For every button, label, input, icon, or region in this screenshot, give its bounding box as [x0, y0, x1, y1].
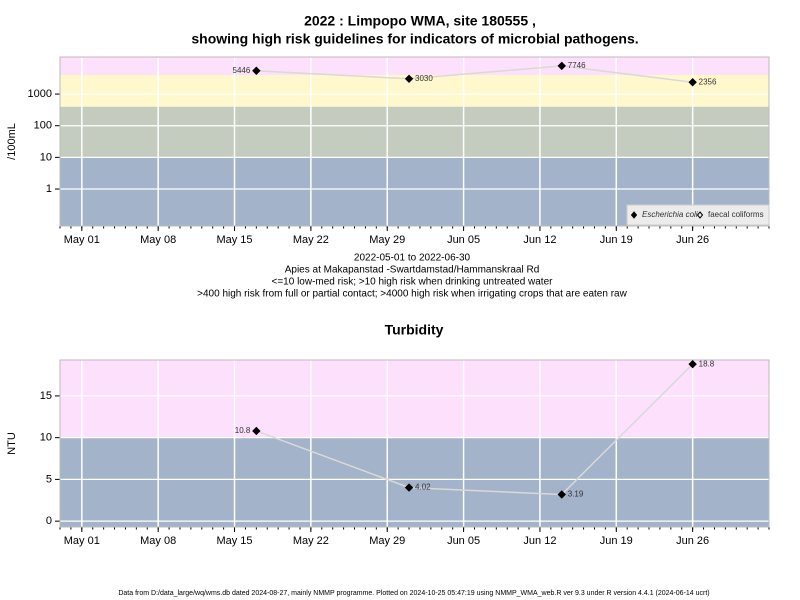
data-point — [252, 426, 261, 436]
x-tick-label: Jun 19 — [600, 535, 633, 547]
title: 2022 : Limpopo WMA, site 180555 , — [304, 13, 536, 29]
data-point — [252, 66, 261, 75]
risk-band — [60, 360, 769, 438]
legend-marker — [696, 211, 704, 219]
data-label: 4.02 — [415, 483, 431, 492]
y-tick-label: 1 — [46, 183, 52, 195]
x-tick-label: May 08 — [140, 535, 176, 547]
risk-band — [60, 106, 769, 158]
note: 2022-05-01 to 2022-06-30 — [354, 253, 471, 264]
data-label: 2356 — [699, 77, 717, 86]
y-tick-label: 0 — [46, 515, 52, 527]
y-tick-label: 10 — [40, 432, 52, 444]
y-axis-label: /100mL — [6, 123, 18, 160]
data-label: 5446 — [233, 66, 251, 75]
x-tick-label: May 29 — [369, 234, 405, 246]
x-tick-label: May 15 — [216, 535, 252, 547]
y-tick-label: 1000 — [28, 88, 52, 100]
title: showing high risk guidelines for indicat… — [191, 31, 638, 47]
data-label: 10.8 — [235, 426, 251, 435]
data-point — [688, 78, 697, 87]
y-tick-label: 10 — [40, 151, 52, 163]
x-tick-label: Jun 12 — [523, 234, 556, 246]
x-tick-label: Jun 05 — [447, 234, 480, 246]
x-tick-label: Jun 19 — [600, 234, 633, 246]
x-tick-label: Jun 12 — [523, 535, 556, 547]
legend-label: faecal coliforms — [708, 210, 764, 219]
risk-band — [60, 57, 769, 75]
x-tick-label: May 08 — [140, 234, 176, 246]
note: >400 high risk from full or partial cont… — [197, 289, 627, 300]
x-tick-label: May 15 — [216, 234, 252, 246]
y-axis-label: NTU — [6, 432, 18, 455]
x-tick-label: May 01 — [64, 234, 100, 246]
data-label: 3030 — [415, 74, 433, 83]
x-tick-label: May 22 — [293, 535, 329, 547]
chart-title: Turbidity — [385, 322, 444, 338]
data-label: 18.8 — [699, 359, 715, 368]
legend: Escherichia coli faecal coliforms — [626, 204, 770, 226]
x-tick-label: Jun 26 — [676, 535, 709, 547]
legend-label: Escherichia coli — [642, 210, 698, 219]
note: <=10 low-med risk; >10 high risk when dr… — [272, 277, 554, 288]
y-tick-label: 5 — [46, 473, 52, 485]
data-point — [404, 74, 414, 84]
data-label: 3.19 — [568, 490, 584, 499]
y-tick-label: 100 — [34, 120, 52, 132]
series-line — [256, 65, 693, 84]
x-tick-label: May 29 — [369, 535, 405, 547]
x-tick-label: May 01 — [64, 535, 100, 547]
legend-marker — [630, 211, 638, 219]
data-point — [557, 490, 566, 499]
plot-frame — [59, 56, 770, 227]
data-label: 7746 — [568, 61, 586, 70]
x-tick-label: Jun 26 — [676, 234, 709, 246]
risk-band — [60, 74, 769, 107]
plot-frame — [59, 359, 770, 528]
data-point — [688, 359, 697, 369]
data-point — [557, 61, 566, 71]
y-tick-label: 15 — [40, 390, 52, 402]
x-tick-label: May 22 — [293, 234, 329, 246]
note: Apies at Makapanstad -Swartdamstad/Hamma… — [285, 265, 540, 276]
x-tick-label: Jun 05 — [447, 535, 480, 547]
risk-band — [60, 437, 769, 527]
data-point — [404, 483, 414, 492]
footer: Data from D:/data_large/wq/wms.db dated … — [118, 590, 709, 597]
series-line — [256, 363, 694, 496]
